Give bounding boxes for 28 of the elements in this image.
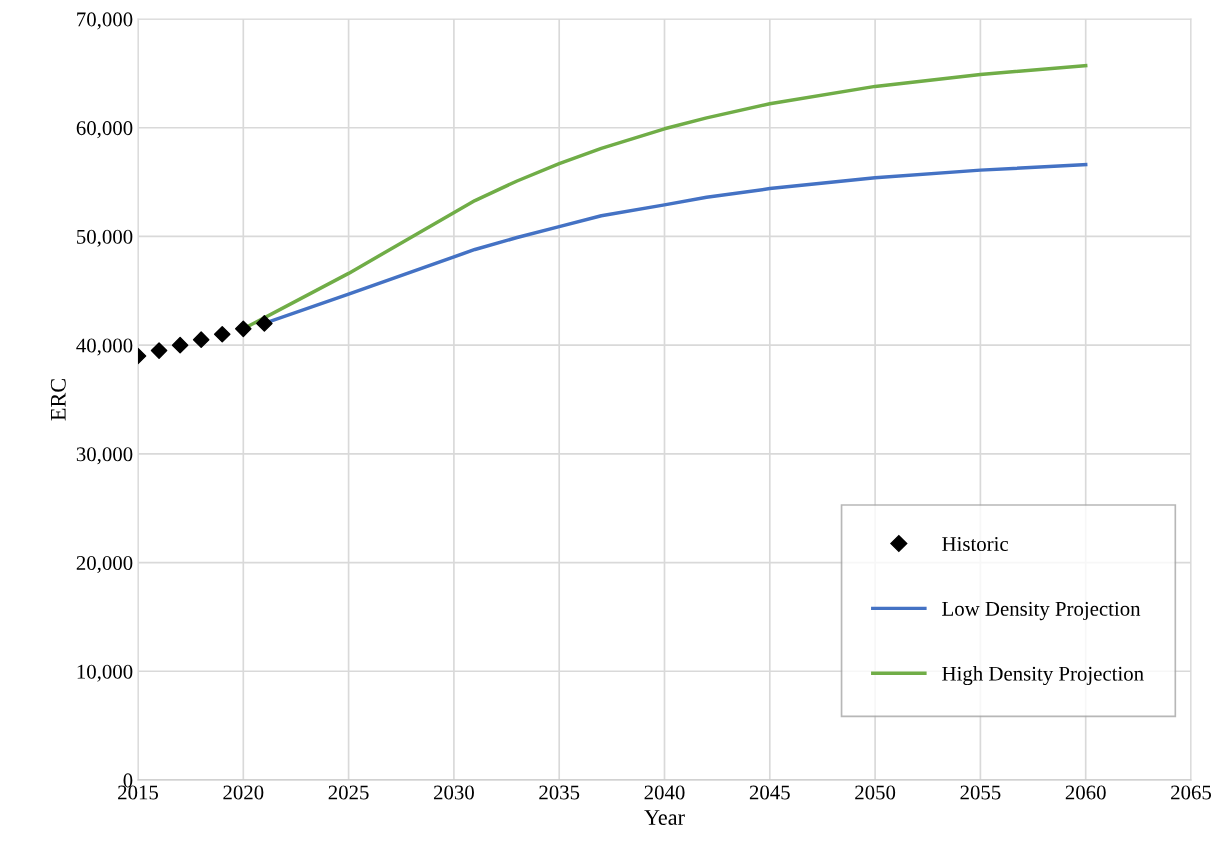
x-tick-label: 2030 (433, 785, 474, 800)
point (192, 331, 210, 349)
x-tick-label: 2050 (855, 785, 896, 800)
point (150, 342, 168, 359)
y-tick-label: 50,000 (77, 229, 133, 247)
x-tick-label: 2065 (1171, 785, 1212, 800)
x-tick-label: 2060 (1065, 785, 1106, 800)
point (234, 320, 252, 338)
x-axis-title: Year (644, 810, 685, 825)
point (213, 325, 231, 343)
y-tick-label: 20,000 (76, 555, 133, 573)
y-tick-label: 40,000 (76, 338, 133, 356)
point (171, 336, 189, 354)
x-tick-label: 2020 (223, 785, 264, 800)
x-tick-label: 2040 (644, 785, 685, 800)
x-tick-label: 2055 (960, 785, 1001, 800)
y-axis-title: ERC (50, 379, 66, 421)
x-tick-label: 2035 (539, 785, 580, 800)
y-tick-label: 30,000 (76, 447, 133, 465)
y-tick-label: 70,000 (77, 12, 133, 30)
legend-label: Low Density Projection (942, 601, 1141, 621)
y-tick-label: 60,000 (76, 121, 133, 139)
legend-label: High Density Projection (942, 666, 1144, 686)
point (256, 315, 273, 332)
x-tick-label: 2045 (749, 785, 790, 800)
y-tick-label: 10,000 (77, 664, 133, 682)
legend-label: Historic (942, 537, 1009, 552)
x-tick-label: 2025 (328, 785, 369, 800)
